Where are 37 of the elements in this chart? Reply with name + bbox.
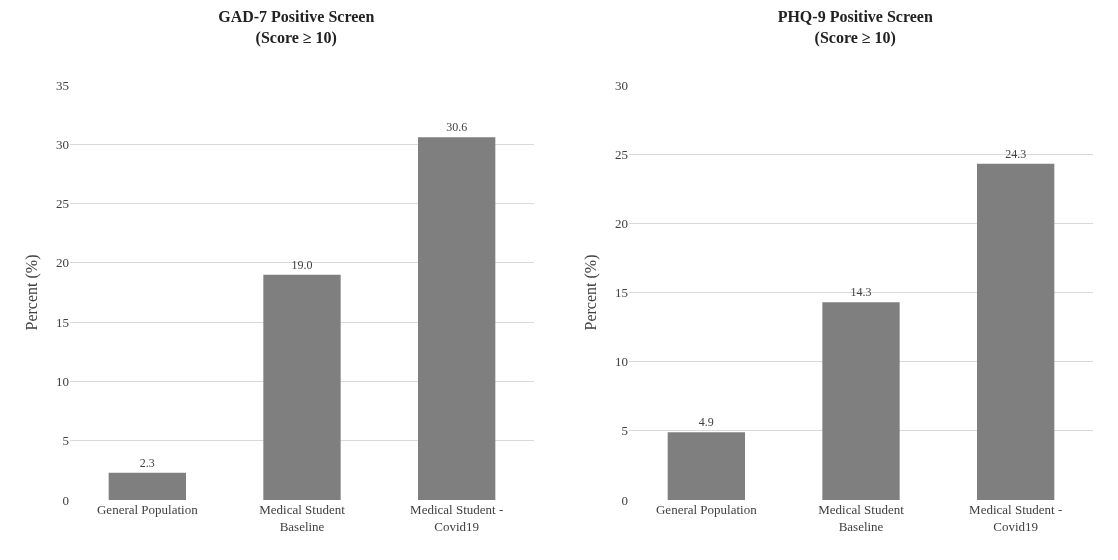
x-tick-label: General Population (655, 502, 758, 517)
data-label: 30.6 (446, 120, 468, 135)
y-axis-title: Percent (%) (581, 254, 600, 331)
x-tick-label: Medical Student - Covid19 (969, 502, 1063, 534)
bar (667, 432, 745, 500)
y-tick-label: 30 (615, 77, 628, 93)
chart-title: GAD-7 Positive Screen (Score ≥ 10) (218, 8, 375, 48)
bar (263, 274, 341, 500)
y-tick-label: 30 (56, 136, 69, 152)
data-label: 24.3 (1005, 146, 1027, 161)
y-tick-label: 0 (62, 492, 69, 508)
x-tick-label: Medical Student Baseline (259, 502, 346, 534)
x-tick-label: Medical Student - Covid19 (410, 502, 504, 534)
data-label: 19.0 (291, 257, 313, 272)
y-tick-label: 25 (615, 146, 628, 162)
y-tick-label: 15 (615, 285, 628, 301)
data-label: 4.9 (698, 415, 714, 430)
x-tick-label: Medical Student Baseline (818, 502, 905, 534)
bar (822, 302, 900, 500)
data-label: 14.3 (850, 285, 872, 300)
chart-title: PHQ-9 Positive Screen (Score ≥ 10) (777, 8, 933, 48)
y-tick-label: 20 (56, 255, 69, 271)
y-tick-label: 25 (56, 196, 69, 212)
y-tick-label: 10 (56, 373, 69, 389)
bar (977, 163, 1055, 500)
y-tick-label: 0 (621, 492, 628, 508)
y-tick-label: 5 (621, 423, 628, 439)
y-tick-label: 10 (615, 354, 628, 370)
y-axis-title: Percent (%) (22, 254, 41, 331)
data-label: 2.3 (139, 455, 155, 470)
bar (108, 472, 186, 500)
y-tick-label: 15 (56, 314, 69, 330)
bar (418, 137, 496, 500)
y-tick-label: 5 (62, 433, 69, 449)
y-tick-label: 20 (615, 215, 628, 231)
y-tick-label: 35 (56, 77, 69, 93)
x-tick-label: General Population (96, 502, 199, 517)
